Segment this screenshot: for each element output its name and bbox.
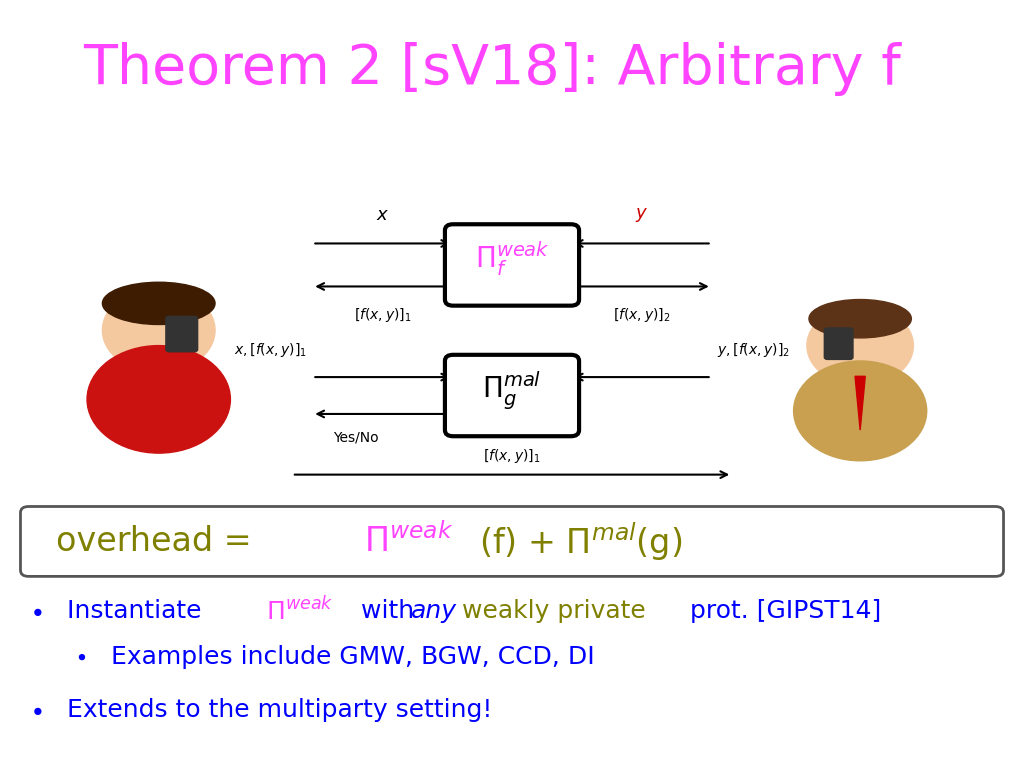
Text: Examples include GMW, BGW, CCD, DI: Examples include GMW, BGW, CCD, DI (111, 644, 594, 669)
Text: Theorem 2 [sV18]: Arbitrary f: Theorem 2 [sV18]: Arbitrary f (83, 42, 900, 96)
Text: $\bullet$: $\bullet$ (29, 598, 42, 623)
Text: $\Pi^{weak}$: $\Pi^{weak}$ (364, 524, 453, 559)
FancyBboxPatch shape (444, 224, 580, 306)
Text: $\Pi_g^{mal}$: $\Pi_g^{mal}$ (482, 369, 542, 412)
Text: (f) + $\Pi^{mal}$(g): (f) + $\Pi^{mal}$(g) (479, 520, 683, 563)
Text: $\bullet$: $\bullet$ (29, 698, 42, 723)
Text: Instantiate: Instantiate (67, 598, 209, 623)
Ellipse shape (809, 300, 911, 338)
Text: weakly private: weakly private (454, 598, 645, 623)
Text: $\Pi_f^{weak}$: $\Pi_f^{weak}$ (474, 240, 550, 278)
Text: with: with (353, 598, 423, 623)
Text: $[f(x,y)]_1$: $[f(x,y)]_1$ (483, 448, 541, 465)
Text: $\Pi^{weak}$: $\Pi^{weak}$ (266, 596, 334, 625)
Circle shape (102, 288, 215, 372)
Text: $x, [f(x,y)]_1$: $x, [f(x,y)]_1$ (234, 341, 307, 359)
Circle shape (807, 306, 913, 386)
FancyBboxPatch shape (444, 355, 580, 436)
Polygon shape (855, 376, 865, 430)
Ellipse shape (102, 283, 215, 325)
Ellipse shape (87, 346, 230, 453)
Text: any: any (411, 598, 457, 623)
Text: $\bullet$: $\bullet$ (74, 647, 86, 667)
Text: Extends to the multiparty setting!: Extends to the multiparty setting! (67, 698, 492, 723)
FancyBboxPatch shape (824, 328, 853, 359)
Text: $y$: $y$ (635, 207, 648, 224)
FancyBboxPatch shape (166, 316, 198, 352)
Text: Yes/No: Yes/No (333, 430, 379, 444)
Text: prot. [GIPST14]: prot. [GIPST14] (682, 598, 882, 623)
Ellipse shape (794, 361, 927, 461)
Text: $[f(x,y)]_1$: $[f(x,y)]_1$ (354, 306, 412, 323)
FancyBboxPatch shape (20, 507, 1004, 576)
Text: overhead =: overhead = (56, 525, 262, 558)
Text: $[f(x,y)]_2$: $[f(x,y)]_2$ (612, 306, 670, 323)
Text: $y, [f(x,y)]_2$: $y, [f(x,y)]_2$ (717, 341, 790, 359)
Text: $x$: $x$ (376, 207, 389, 224)
